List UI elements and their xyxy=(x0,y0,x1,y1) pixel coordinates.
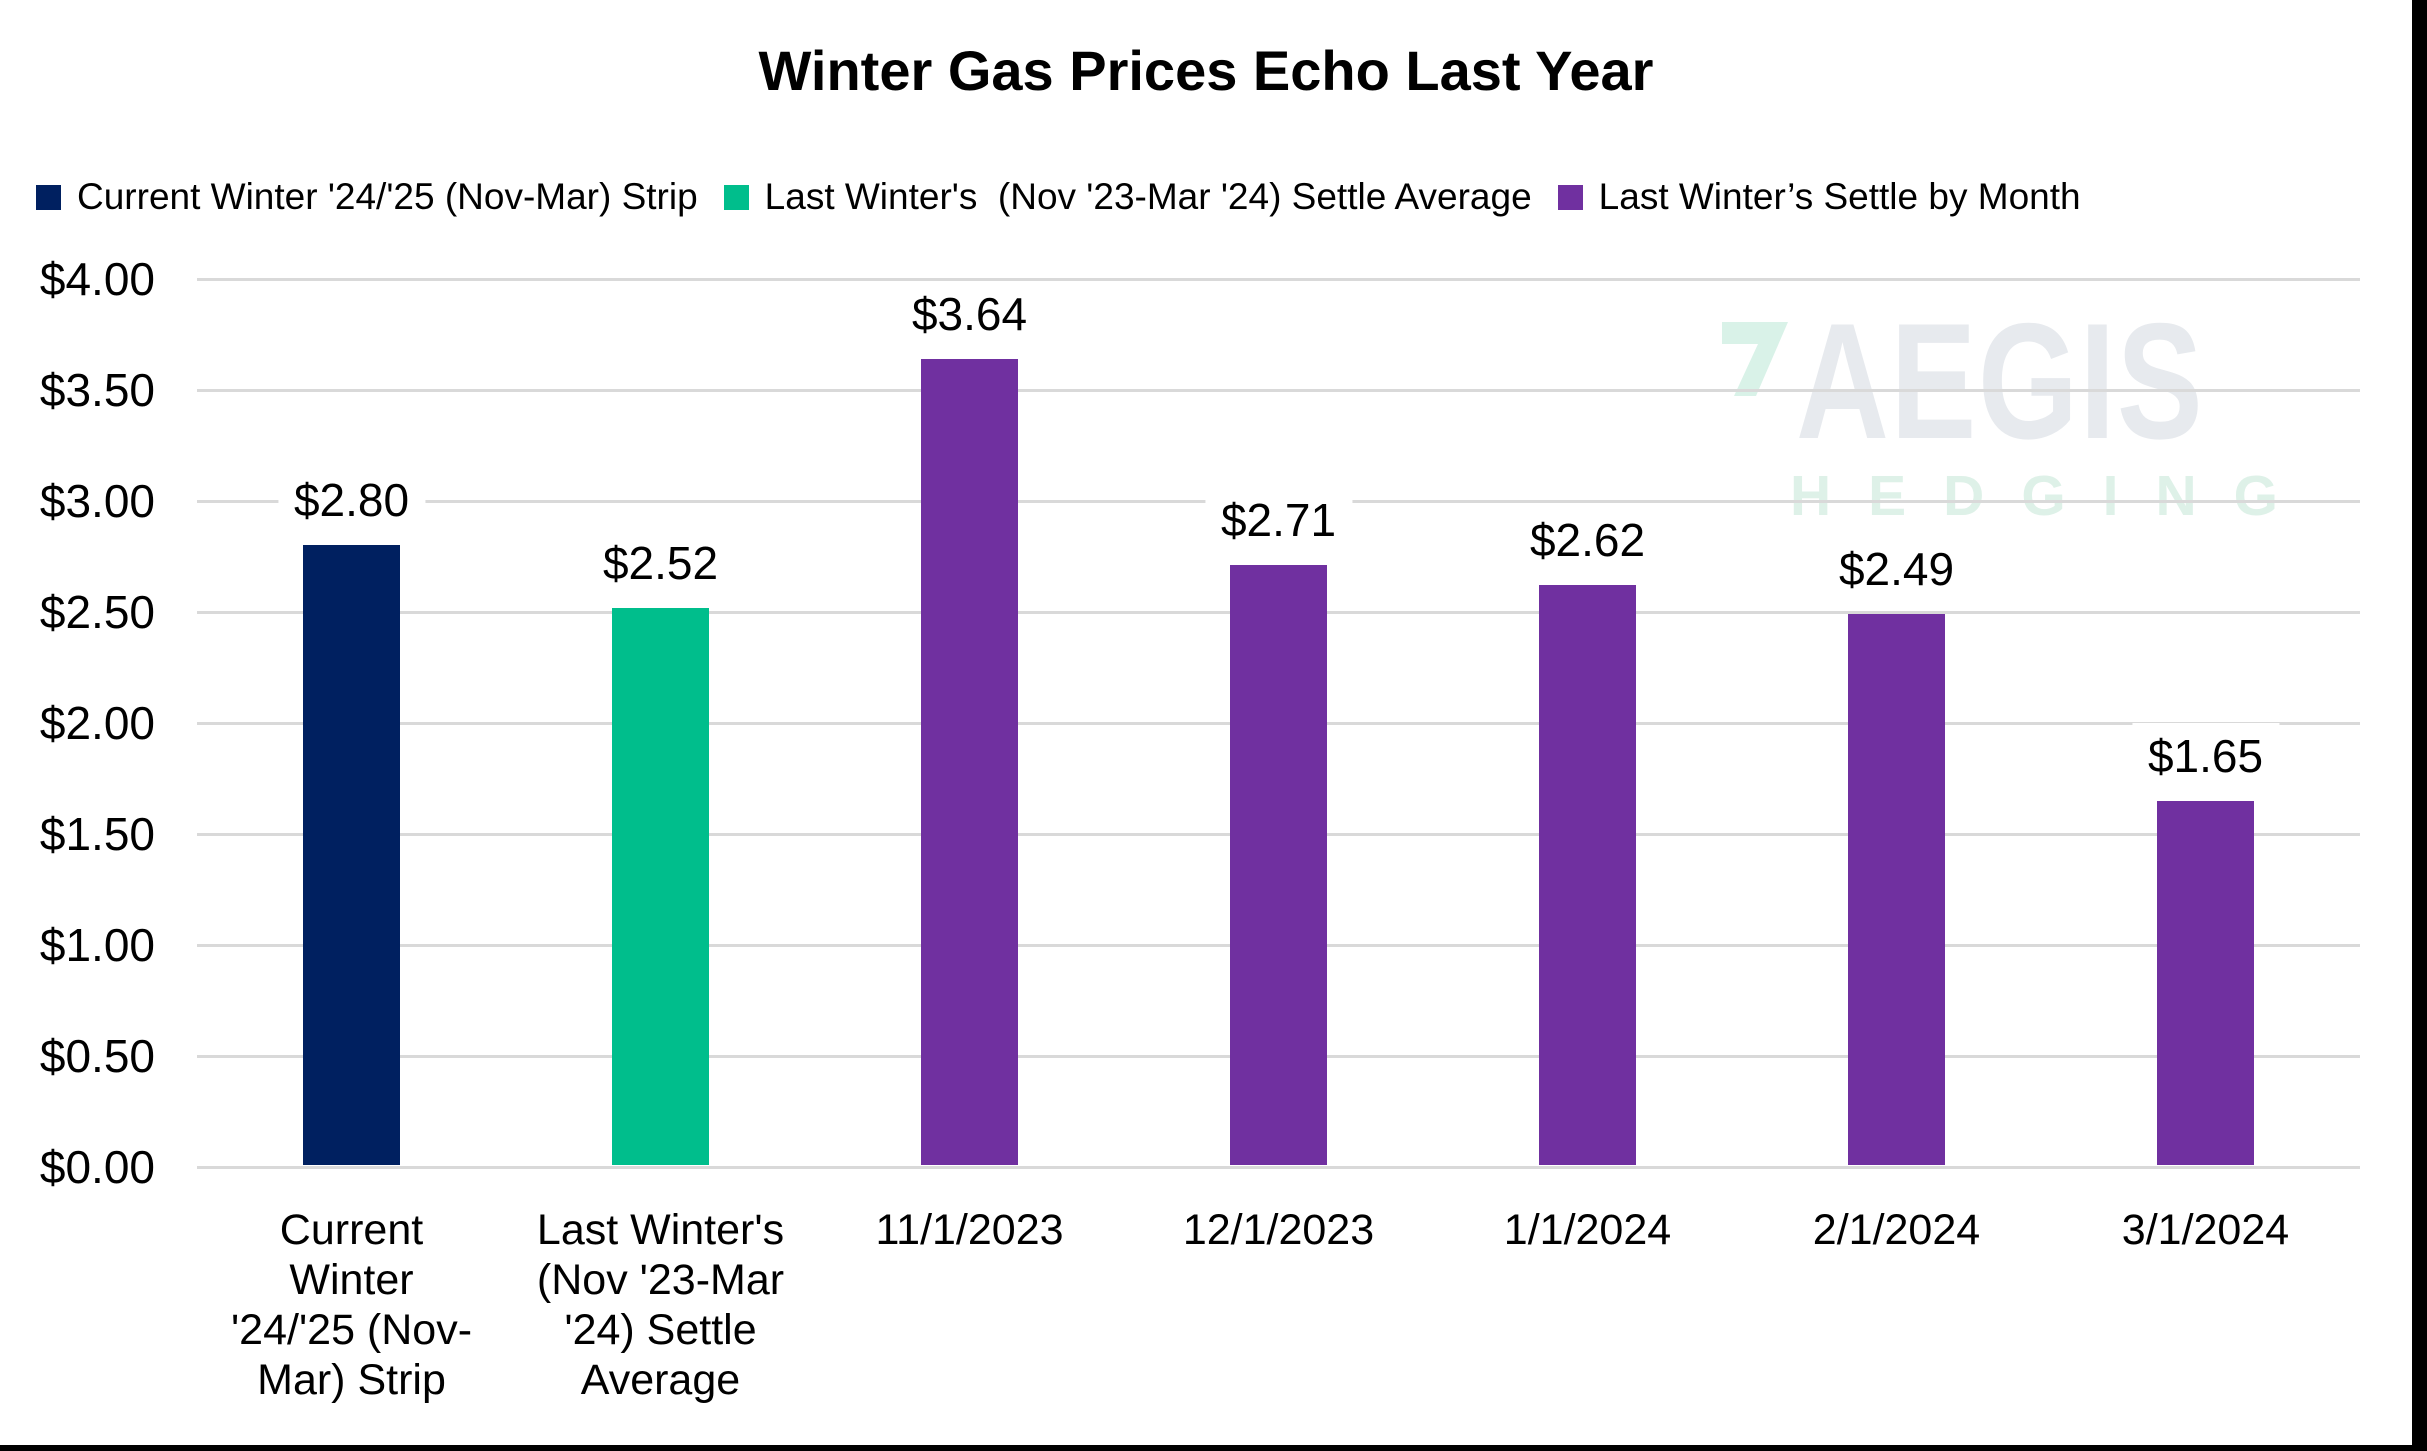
gridline xyxy=(197,388,2360,392)
legend-item-0: Current Winter '24/'25 (Nov-Mar) Strip xyxy=(36,176,698,218)
y-axis-tick: $4.00 xyxy=(39,253,155,305)
screen-edge-bottom xyxy=(0,1445,2427,1451)
bar-3 xyxy=(1230,565,1327,1165)
gridline xyxy=(197,277,2360,281)
watermark: AEGIS HEDGING xyxy=(1712,289,2319,528)
legend-swatch-icon xyxy=(36,184,61,210)
aegis-logo-icon xyxy=(1712,316,1790,431)
y-axis-tick: $3.50 xyxy=(39,364,155,416)
bar-4 xyxy=(1539,585,1636,1165)
screen-edge-right xyxy=(2412,0,2427,1451)
watermark-brand-text: AEGIS xyxy=(1796,289,2205,473)
legend-swatch-icon xyxy=(1557,184,1583,210)
y-axis-tick: $2.00 xyxy=(39,697,155,749)
y-axis-tick: $1.00 xyxy=(39,919,155,971)
x-axis-label-5: 2/1/2024 xyxy=(1812,1206,1981,1254)
legend-label: Last Winter's (Nov '23-Mar '24) Settle A… xyxy=(764,176,1532,217)
y-axis-tick: $0.00 xyxy=(39,1141,155,1193)
data-label-2: $3.64 xyxy=(895,280,1044,347)
y-axis-tick: $0.50 xyxy=(39,1030,155,1082)
bar-5 xyxy=(1848,614,1945,1165)
data-label-3: $2.71 xyxy=(1204,487,1353,554)
legend-label: Last Winter’s Settle by Month xyxy=(1598,176,2081,217)
data-label-0: $2.80 xyxy=(277,467,426,534)
bar-0 xyxy=(303,545,400,1165)
data-label-6: $1.65 xyxy=(2131,722,2280,789)
y-axis-tick: $3.00 xyxy=(39,475,155,527)
x-axis-label-6: 3/1/2024 xyxy=(2121,1206,2290,1254)
x-axis-label-1: Last Winter's (Nov '23-Mar '24) Settle A… xyxy=(536,1206,785,1404)
data-label-5: $2.49 xyxy=(1822,536,1971,603)
gridline xyxy=(197,1165,2360,1169)
x-axis-label-0: Current Winter '24/'25 (Nov- Mar) Strip xyxy=(230,1206,473,1404)
x-axis-label-3: 12/1/2023 xyxy=(1182,1206,1375,1254)
bar-1 xyxy=(612,607,709,1165)
x-axis-label-2: 11/1/2023 xyxy=(875,1206,1064,1254)
x-axis-label-4: 1/1/2024 xyxy=(1503,1206,1672,1254)
data-label-1: $2.52 xyxy=(586,529,735,596)
chart-title: Winter Gas Prices Echo Last Year xyxy=(758,39,1654,102)
y-axis-tick: $1.50 xyxy=(39,808,155,860)
bar-6 xyxy=(2157,800,2254,1165)
legend-item-1: Last Winter's (Nov '23-Mar '24) Settle A… xyxy=(723,176,1532,218)
legend: Current Winter '24/'25 (Nov-Mar) Strip La… xyxy=(36,176,2081,218)
data-label-4: $2.62 xyxy=(1513,507,1662,574)
legend-label: Current Winter '24/'25 (Nov-Mar) Strip xyxy=(77,176,698,217)
legend-swatch-icon xyxy=(723,184,749,210)
y-axis-tick: $2.50 xyxy=(39,586,155,638)
watermark-subbrand-text: HEDGING xyxy=(1790,464,2316,528)
legend-item-2: Last Winter’s Settle by Month xyxy=(1557,176,2081,218)
bar-2 xyxy=(921,358,1018,1165)
